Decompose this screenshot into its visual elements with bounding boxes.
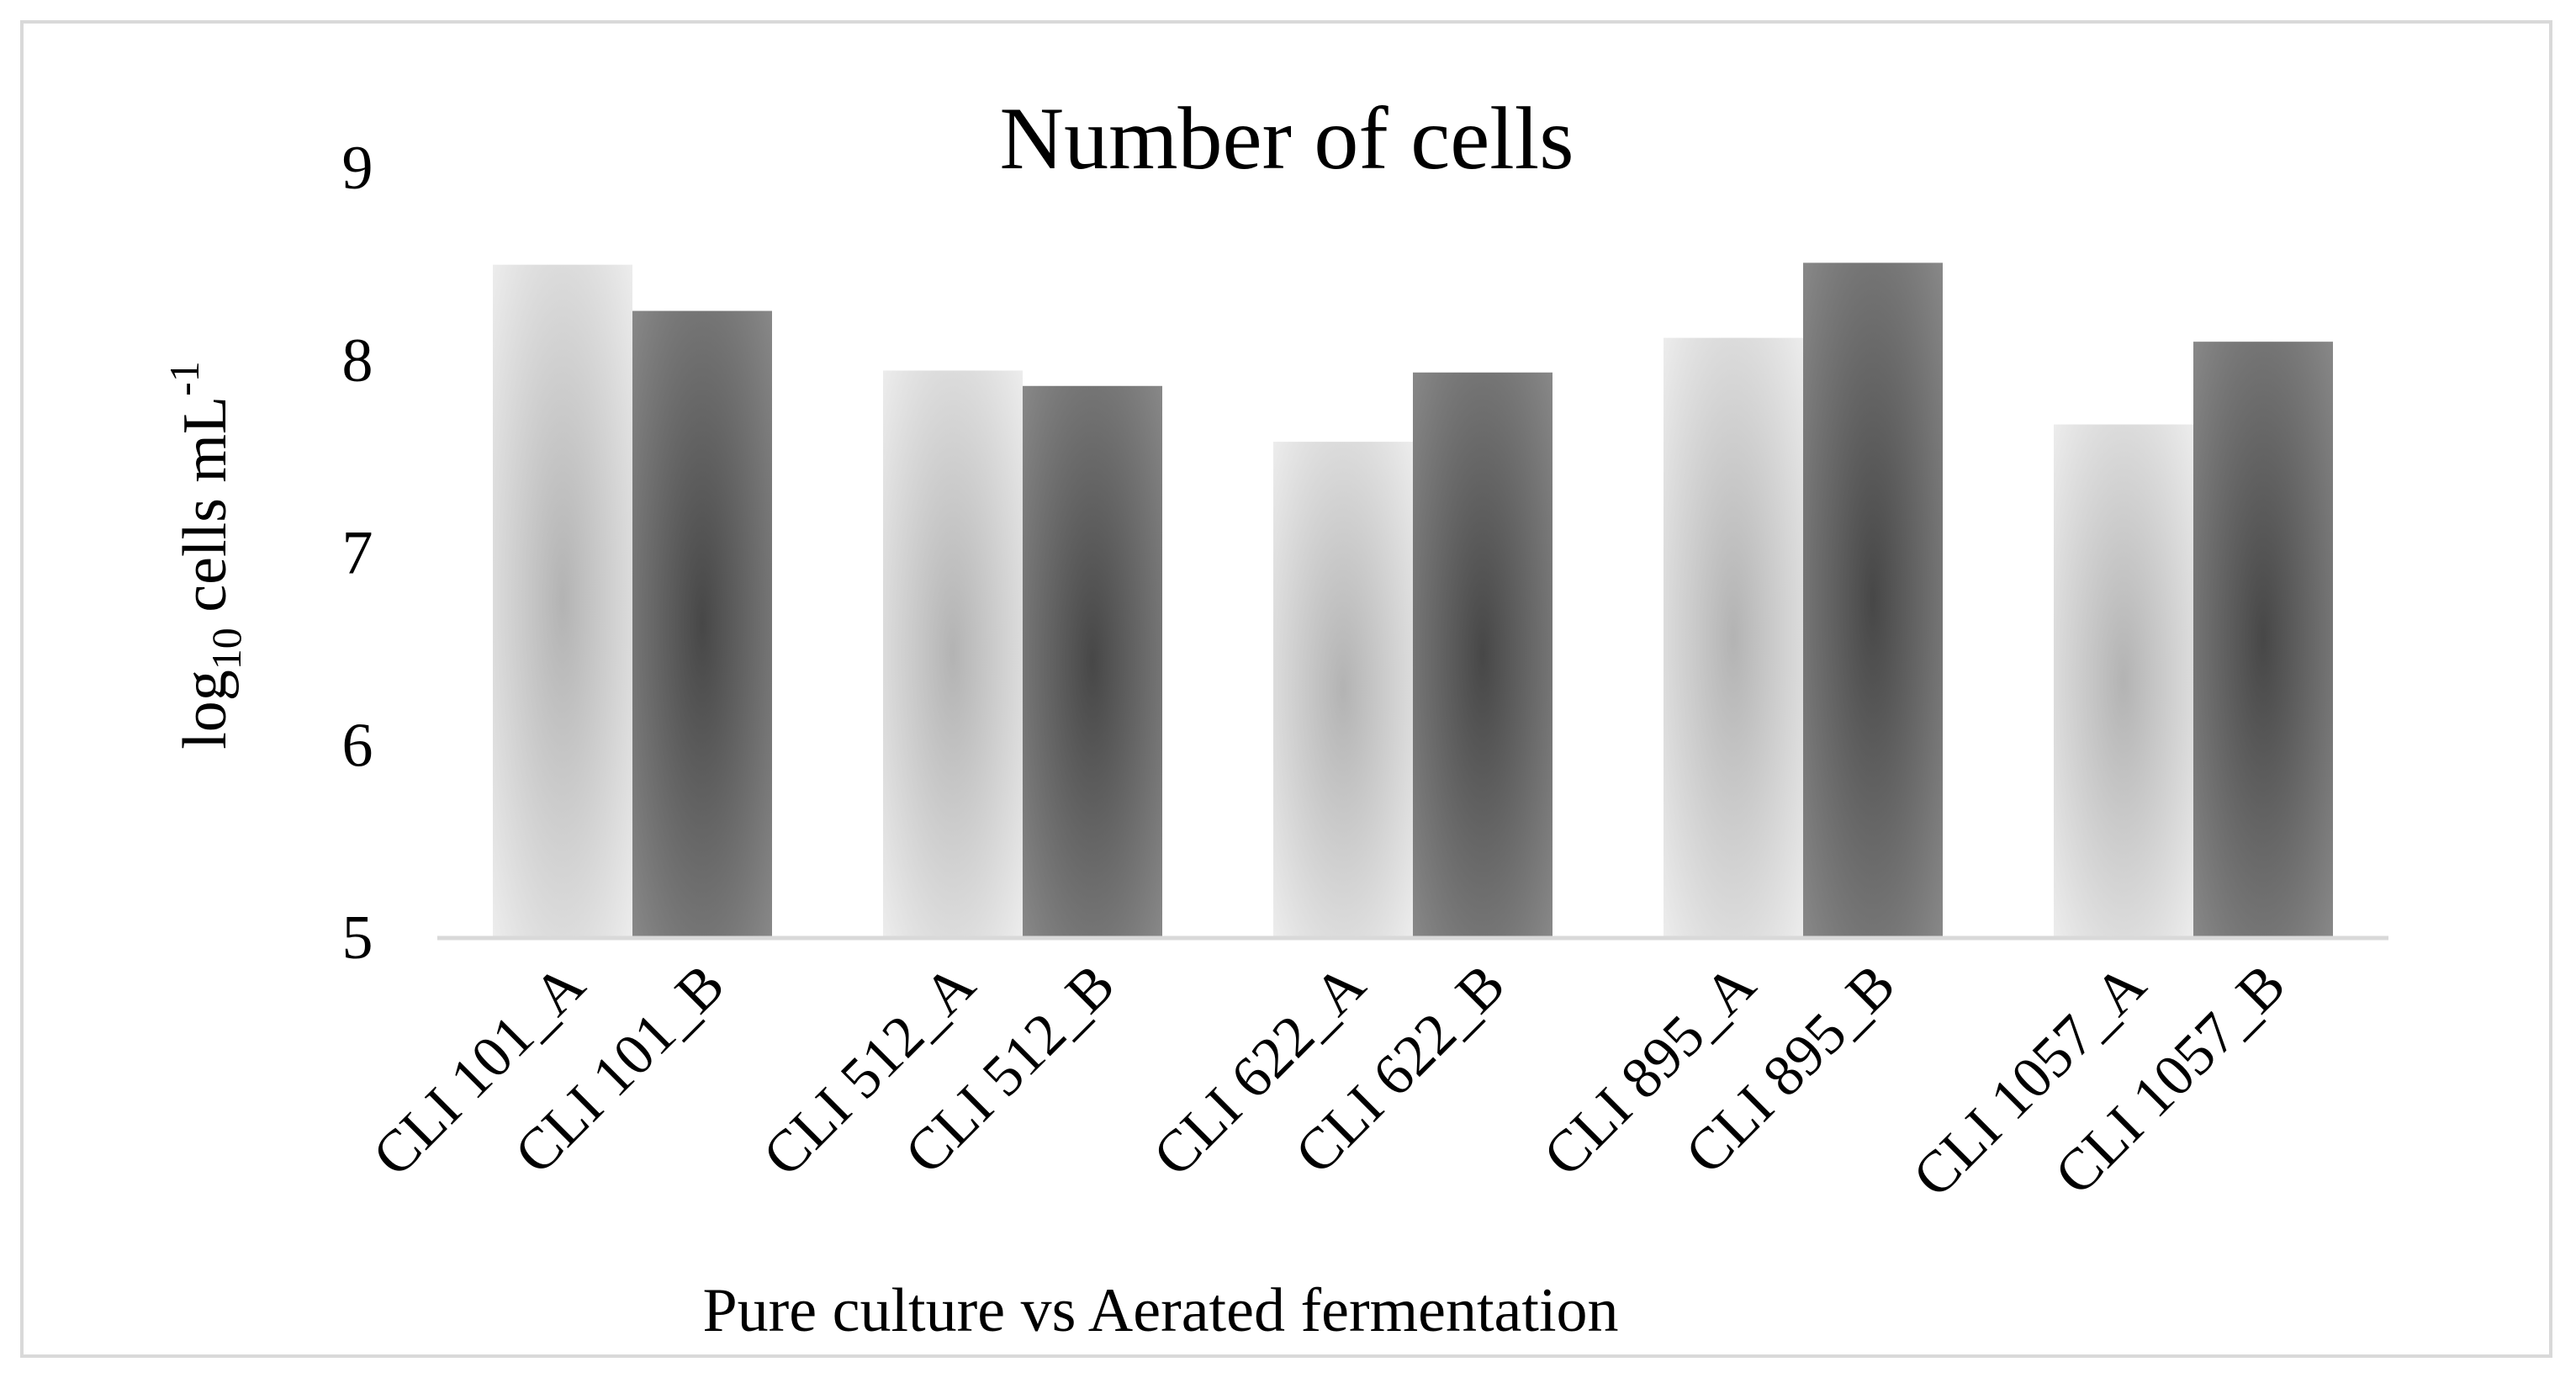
y-tick-label: 5 xyxy=(342,904,373,973)
bar-cli-622-a xyxy=(1273,442,1413,936)
svg-text:log10 cells mL-1: log10 cells mL-1 xyxy=(161,361,250,750)
bar-cli-101-b xyxy=(632,310,772,936)
bar-cli-622-b xyxy=(1413,372,1552,936)
bar-cli-101-a xyxy=(493,264,632,937)
y-axis-title-prefix: log xyxy=(171,670,240,750)
bar-cli-512-b xyxy=(1023,385,1162,936)
y-tick-label: 6 xyxy=(342,711,373,780)
y-axis-title-superscript: -1 xyxy=(161,361,208,396)
y-axis-title-middle: cells mL xyxy=(171,396,240,628)
y-tick-labels: 5 6 7 8 9 xyxy=(342,134,373,973)
y-axis-title: log10 cells mL-1 xyxy=(161,361,250,750)
chart-title: Number of cells xyxy=(1000,89,1574,188)
bar-cli-1057-a xyxy=(2054,424,2193,936)
bars xyxy=(493,262,2333,937)
y-tick-label: 8 xyxy=(342,326,373,395)
y-axis-title-subscript: 10 xyxy=(203,628,250,670)
bar-cli-895-b xyxy=(1803,262,1943,936)
bar-cli-895-a xyxy=(1664,337,1803,936)
y-tick-label: 7 xyxy=(342,519,373,588)
y-tick-label: 9 xyxy=(342,134,373,203)
bar-cli-512-a xyxy=(883,370,1023,937)
bar-cli-1057-b xyxy=(2193,342,2333,937)
x-axis-title: Pure culture vs Aerated fermentation xyxy=(702,1276,1618,1345)
